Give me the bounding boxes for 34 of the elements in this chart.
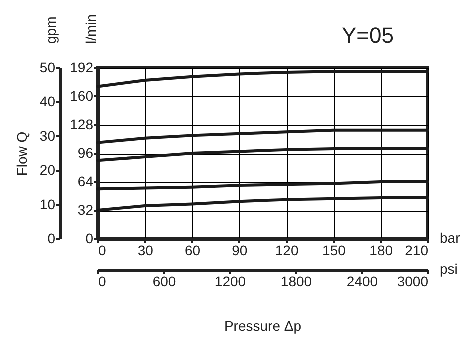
y-tick-label: 0 [86,230,94,246]
y2-tick-label: 40 [40,94,56,110]
y-tick-label: 128 [70,116,94,132]
x-tick-label: 210 [405,242,429,258]
text: psi [440,261,458,277]
y-tick-label: 160 [70,88,94,104]
x-tick-label: 180 [370,242,394,258]
y2-tick-label: 30 [40,128,56,144]
x-tick-label: 120 [275,242,299,258]
x-tick-label: 30 [138,242,154,258]
y-tick-label: 192 [70,60,94,76]
y-tick-label: 64 [78,174,94,190]
x2-tick-label: 600 [152,274,176,290]
x2-tick-label: 1800 [280,274,312,290]
text: bar [440,230,461,246]
x2-tick-label: 1200 [214,274,246,290]
chart-title: Y=05 [342,23,394,48]
y2-tick-label: 10 [40,196,56,212]
x-tick-label: 0 [98,242,106,258]
x2-tick-label: 0 [98,274,106,290]
text: l/min [83,14,99,44]
x-tick-label: 60 [184,242,201,258]
y2-tick-label: 0 [48,230,56,246]
x-tick-label: 90 [232,242,248,258]
y2-tick-label: 20 [40,162,56,178]
y2-axis-title: Flow Q [14,132,30,176]
x2-tick-label: 3000 [397,274,429,290]
x-tick-label: 150 [322,242,346,258]
y-tick-label: 96 [78,145,94,161]
y2-tick-label: 50 [40,60,56,76]
text: gpm [43,16,59,44]
x-axis-title: Pressure Δp [224,318,302,334]
y-tick-label: 32 [78,202,94,218]
x2-tick-label: 2400 [346,274,378,290]
